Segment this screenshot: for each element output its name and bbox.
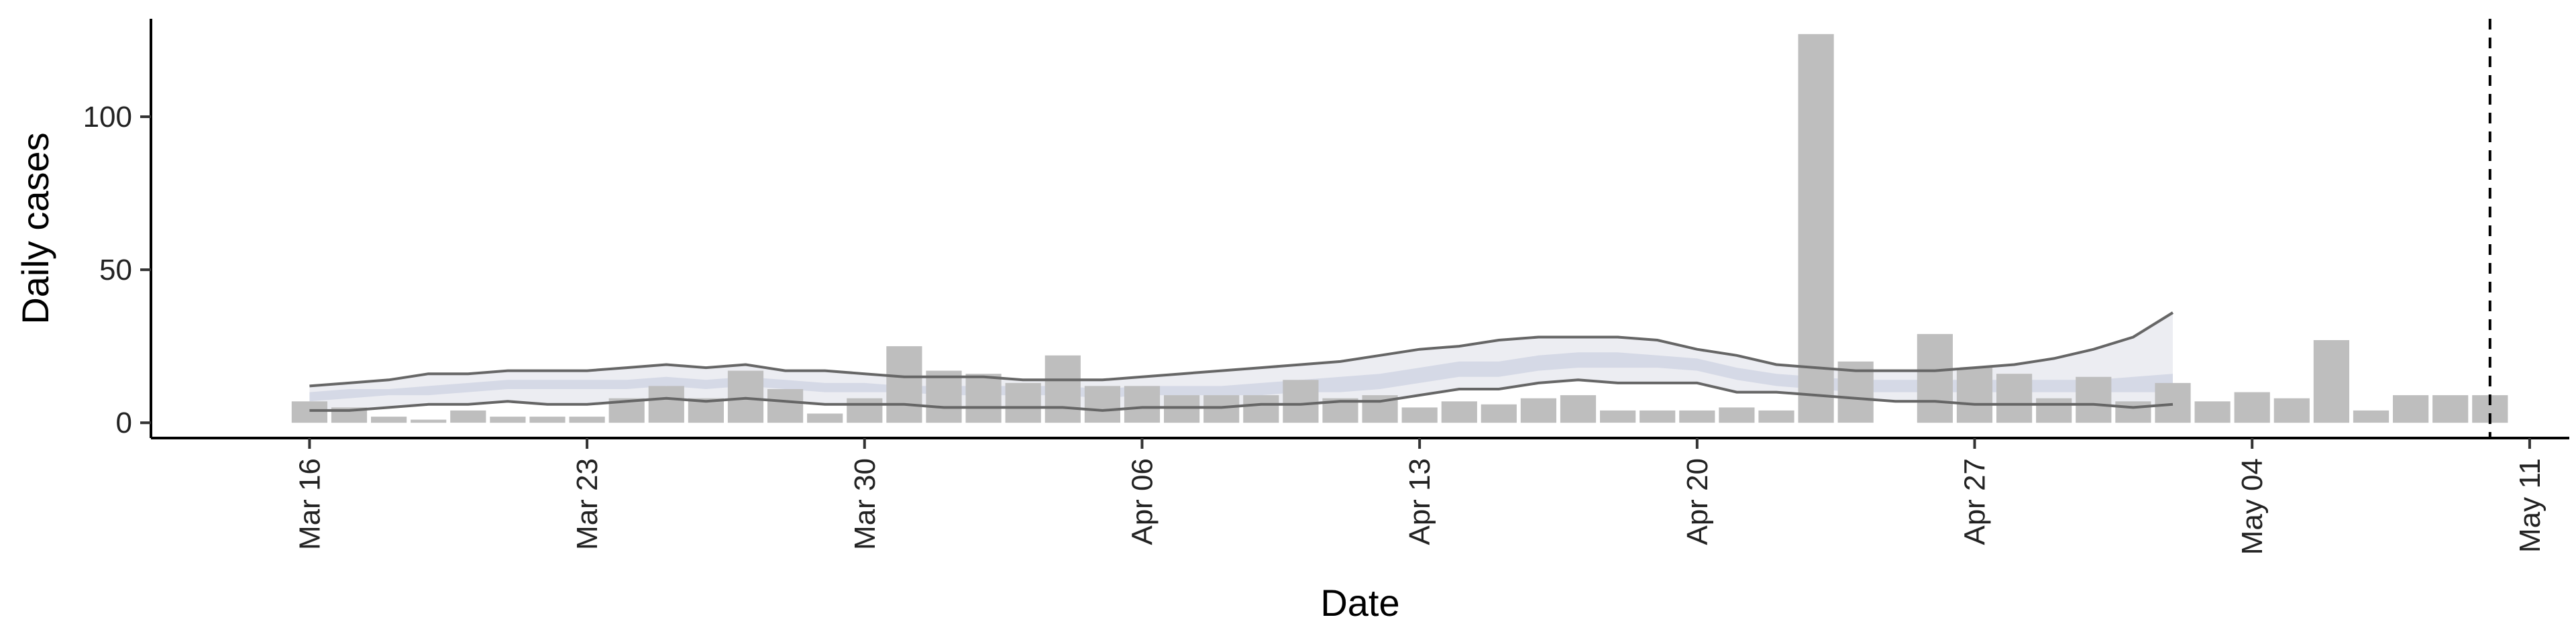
- x-axis-title: Date: [1320, 582, 1399, 624]
- case-bar: [1798, 34, 1834, 423]
- case-bar: [371, 417, 407, 423]
- case-bar: [490, 417, 526, 423]
- case-bar: [648, 386, 684, 423]
- case-bar: [926, 370, 962, 423]
- case-bar: [2234, 392, 2270, 423]
- x-tick-label: Apr 13: [1403, 458, 1436, 545]
- case-bar: [2036, 398, 2072, 423]
- case-bar: [2353, 410, 2390, 423]
- case-bar: [1956, 368, 1993, 423]
- case-bar: [569, 417, 605, 423]
- case-bar: [1243, 395, 1279, 423]
- case-bar: [727, 370, 764, 423]
- x-tick-label: Mar 23: [571, 458, 604, 550]
- case-bar: [2432, 395, 2469, 423]
- case-bar: [411, 419, 447, 423]
- case-bar: [1164, 395, 1200, 423]
- case-bar: [450, 410, 486, 423]
- case-bar: [529, 417, 566, 423]
- case-bar: [1640, 410, 1676, 423]
- case-bar: [1560, 395, 1597, 423]
- case-bar: [1005, 382, 1041, 423]
- tick-labels: 0 50 100 Mar 16 Mar 23 Mar 30 Apr 06 Apr 13 Apr …: [83, 101, 2546, 555]
- case-bar: [1520, 398, 1556, 423]
- y-tick-label: 100: [83, 101, 132, 133]
- case-bar: [1283, 380, 1319, 423]
- x-tick-label: May 04: [2236, 458, 2269, 555]
- case-bar: [1203, 395, 1240, 423]
- case-bar: [291, 401, 327, 423]
- x-tick-label: Apr 27: [1959, 458, 1992, 545]
- axes: [150, 19, 2569, 439]
- nowcast-bound-lines: [309, 311, 2174, 412]
- case-bar: [2313, 340, 2349, 423]
- case-bar: [2273, 398, 2310, 423]
- y-axis-title: Daily cases: [14, 132, 56, 324]
- case-bar: [2194, 401, 2231, 423]
- case-bar: [1084, 386, 1120, 423]
- case-bar: [1481, 404, 1517, 423]
- x-tick-label: Mar 16: [293, 458, 326, 550]
- case-bar: [1719, 407, 1755, 423]
- case-bar: [1679, 410, 1715, 423]
- case-bar: [1044, 355, 1081, 423]
- case-bar: [2076, 376, 2112, 423]
- case-bar: [807, 413, 843, 423]
- x-tick-label: May 11: [2514, 458, 2546, 553]
- x-tick-label: Apr 20: [1681, 458, 1714, 545]
- y-tick-label: 0: [116, 407, 132, 439]
- case-bar: [2155, 382, 2191, 423]
- nowcast-inner-band: [309, 352, 2174, 402]
- case-bar: [767, 389, 804, 423]
- case-bar: [2393, 395, 2429, 423]
- case-bar: [1917, 333, 1953, 423]
- nowcast-bands: [309, 313, 2174, 411]
- case-bar: [1758, 410, 1794, 423]
- nowcast-outer-band: [309, 313, 2174, 411]
- case-bar: [886, 346, 922, 423]
- case-bar: [2115, 401, 2151, 423]
- x-tick-label: Mar 30: [849, 458, 881, 550]
- case-bars: [291, 34, 2508, 423]
- case-bar: [1124, 386, 1161, 423]
- y-tick-label: 50: [99, 254, 132, 286]
- case-bar: [1401, 407, 1438, 423]
- case-bar: [1441, 401, 1477, 423]
- nowcast-lower-line: [309, 378, 2174, 412]
- case-bar: [1600, 410, 1636, 423]
- x-tick-label: Apr 06: [1126, 458, 1159, 545]
- case-bar: [965, 374, 1002, 423]
- case-bar: [1996, 374, 2033, 423]
- case-bar: [847, 398, 883, 423]
- nowcast-upper-line: [309, 311, 2174, 388]
